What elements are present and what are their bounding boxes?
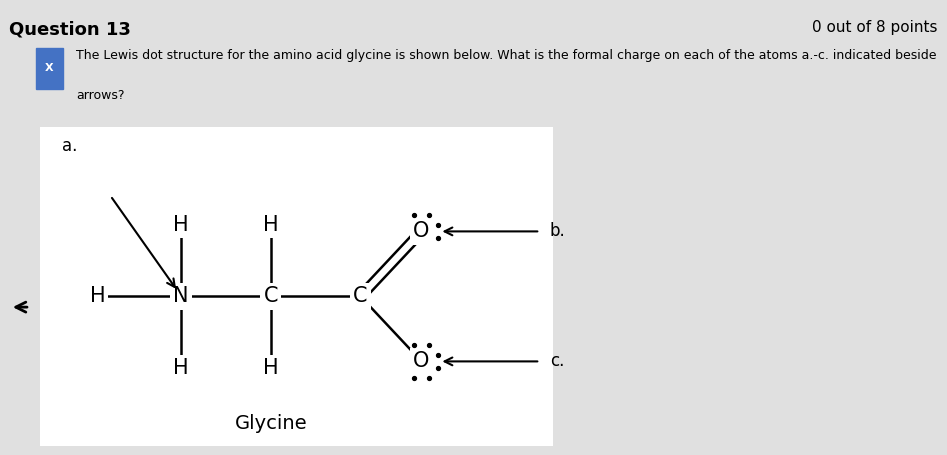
Text: H: H [173,358,188,378]
FancyBboxPatch shape [36,48,63,89]
Text: arrows?: arrows? [76,89,124,102]
Text: O: O [413,222,430,242]
Text: 0 out of 8 points: 0 out of 8 points [812,20,938,35]
Text: C: C [353,286,367,306]
Text: N: N [173,286,188,306]
Text: The Lewis dot structure for the amino acid glycine is shown below. What is the f: The Lewis dot structure for the amino ac… [76,49,937,62]
Text: O: O [413,351,430,371]
Text: H: H [263,215,278,235]
Text: C: C [263,286,278,306]
Text: a.: a. [63,137,78,155]
Text: H: H [263,358,278,378]
Text: Question 13: Question 13 [9,20,132,38]
Text: H: H [90,286,105,306]
Text: H: H [173,215,188,235]
Text: Glycine: Glycine [235,414,307,433]
Text: c.: c. [550,353,564,370]
Text: b.: b. [550,222,565,240]
Text: X: X [45,63,54,73]
